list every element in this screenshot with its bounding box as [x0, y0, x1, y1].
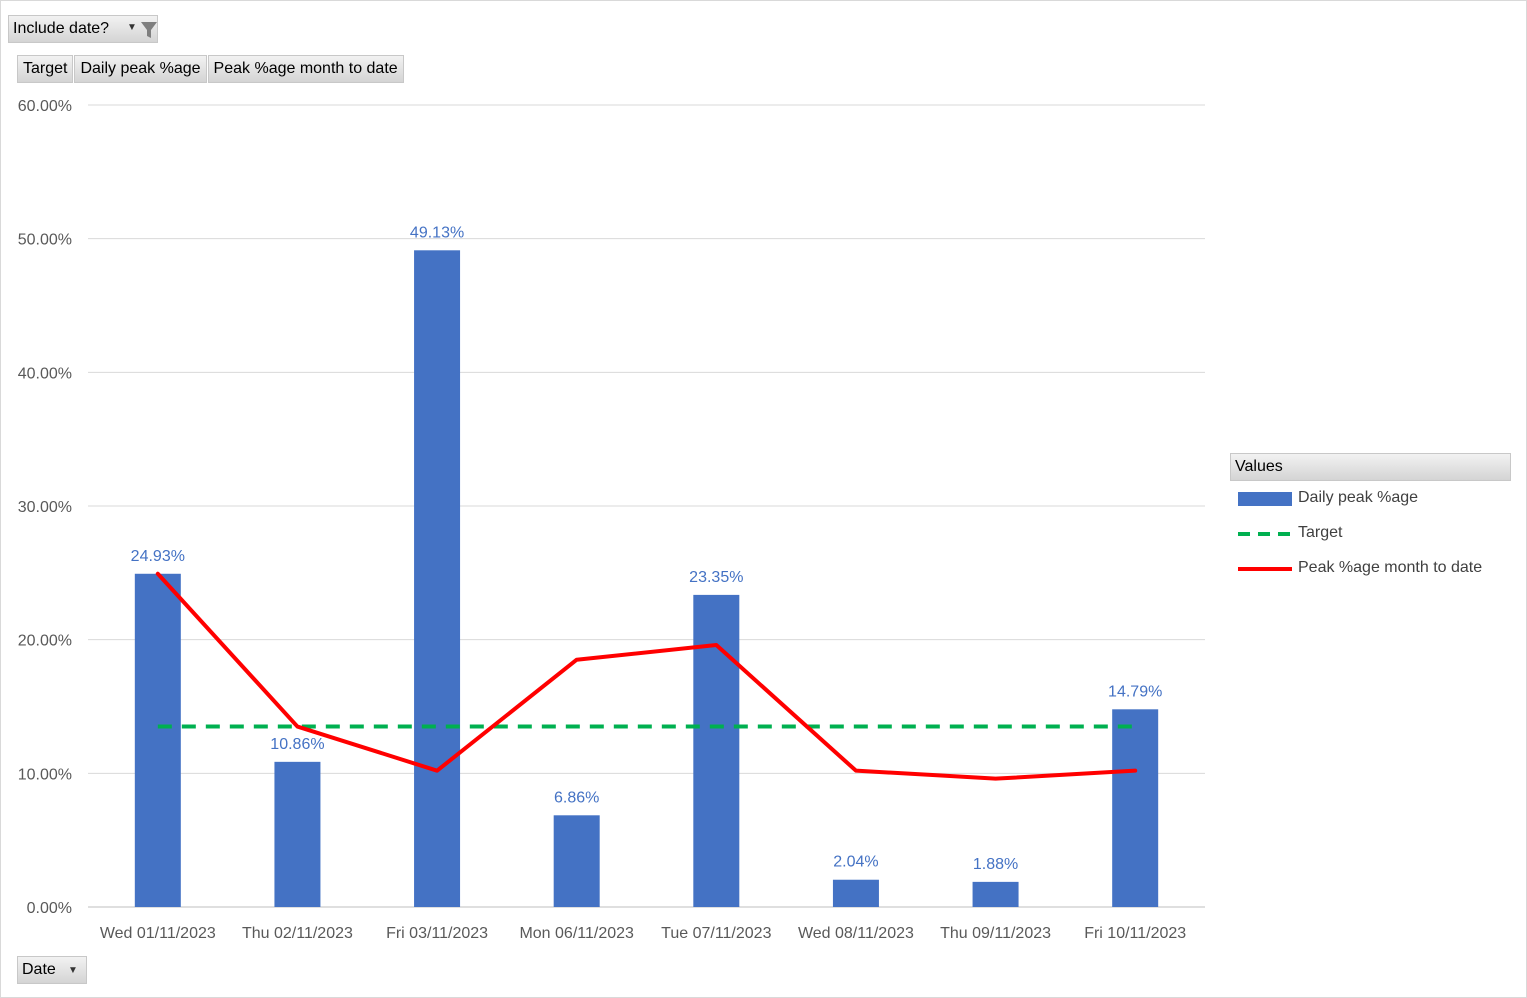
y-tick-label: 40.00%	[18, 365, 72, 382]
legend-item[interactable]: Daily peak %age	[1230, 481, 1511, 516]
x-tick-label: Fri 10/11/2023	[1084, 925, 1186, 942]
bar-data-label: 49.13%	[410, 224, 464, 241]
y-tick-label: 20.00%	[18, 633, 72, 650]
dropdown-arrow-icon: ▼	[68, 965, 78, 976]
x-tick-label: Wed 01/11/2023	[100, 925, 216, 942]
legend-bar-swatch	[1238, 492, 1292, 506]
funnel-filter-icon	[141, 22, 157, 38]
bar	[972, 881, 1019, 907]
chart-legend: Values Daily peak %age Target Peak %age …	[1230, 453, 1511, 586]
y-tick-label: 50.00%	[18, 232, 72, 249]
bar	[134, 573, 181, 907]
legend-dashed-line-swatch	[1238, 532, 1292, 536]
bar-data-label: 2.04%	[833, 854, 878, 871]
values-field-bar: Target Daily peak %age Peak %age month t…	[17, 55, 405, 83]
dropdown-arrow-icon: ▼	[127, 22, 137, 33]
legend-label: Peak %age month to date	[1298, 559, 1483, 576]
axis-field-label: Date	[22, 961, 56, 978]
value-field-button[interactable]: Peak %age month to date	[207, 55, 404, 83]
bar	[274, 761, 321, 907]
bar-data-label: 14.79%	[1108, 683, 1162, 700]
bar	[693, 594, 740, 907]
peak-month-to-date-line	[155, 571, 1138, 781]
x-tick-label: Fri 03/11/2023	[386, 925, 488, 942]
bar-data-label: 24.93%	[131, 548, 185, 565]
x-tick-label: Thu 02/11/2023	[242, 925, 353, 942]
x-tick-label: Tue 07/11/2023	[661, 925, 771, 942]
bar	[1112, 709, 1159, 907]
bar	[832, 879, 879, 907]
x-tick-label: Thu 09/11/2023	[940, 925, 1051, 942]
legend-item[interactable]: Target	[1230, 516, 1511, 551]
bar	[553, 815, 600, 907]
report-filter-button[interactable]: Include date? ▼	[8, 15, 158, 43]
value-field-button[interactable]: Daily peak %age	[74, 55, 207, 83]
bar-data-label: 23.35%	[689, 569, 743, 586]
y-tick-label: 30.00%	[18, 499, 72, 516]
bar-data-label: 6.86%	[554, 789, 599, 806]
y-tick-label: 10.00%	[18, 766, 72, 783]
filter-label: Include date?	[13, 20, 110, 37]
x-tick-label: Mon 06/11/2023	[519, 925, 634, 942]
legend-line-swatch	[1238, 567, 1292, 571]
legend-label: Target	[1298, 524, 1343, 541]
bar	[414, 250, 461, 908]
value-field-button[interactable]: Target	[17, 55, 74, 83]
x-tick-label: Wed 08/11/2023	[798, 925, 914, 942]
bar-data-label: 10.86%	[270, 736, 324, 753]
legend-title: Values	[1230, 453, 1511, 481]
legend-label: Daily peak %age	[1298, 489, 1419, 506]
bar-data-label: 1.88%	[973, 856, 1018, 873]
legend-item[interactable]: Peak %age month to date	[1230, 551, 1511, 586]
y-tick-label: 0.00%	[27, 900, 72, 917]
axis-field-date-button[interactable]: Date ▼	[17, 956, 87, 984]
y-tick-label: 60.00%	[18, 98, 72, 115]
